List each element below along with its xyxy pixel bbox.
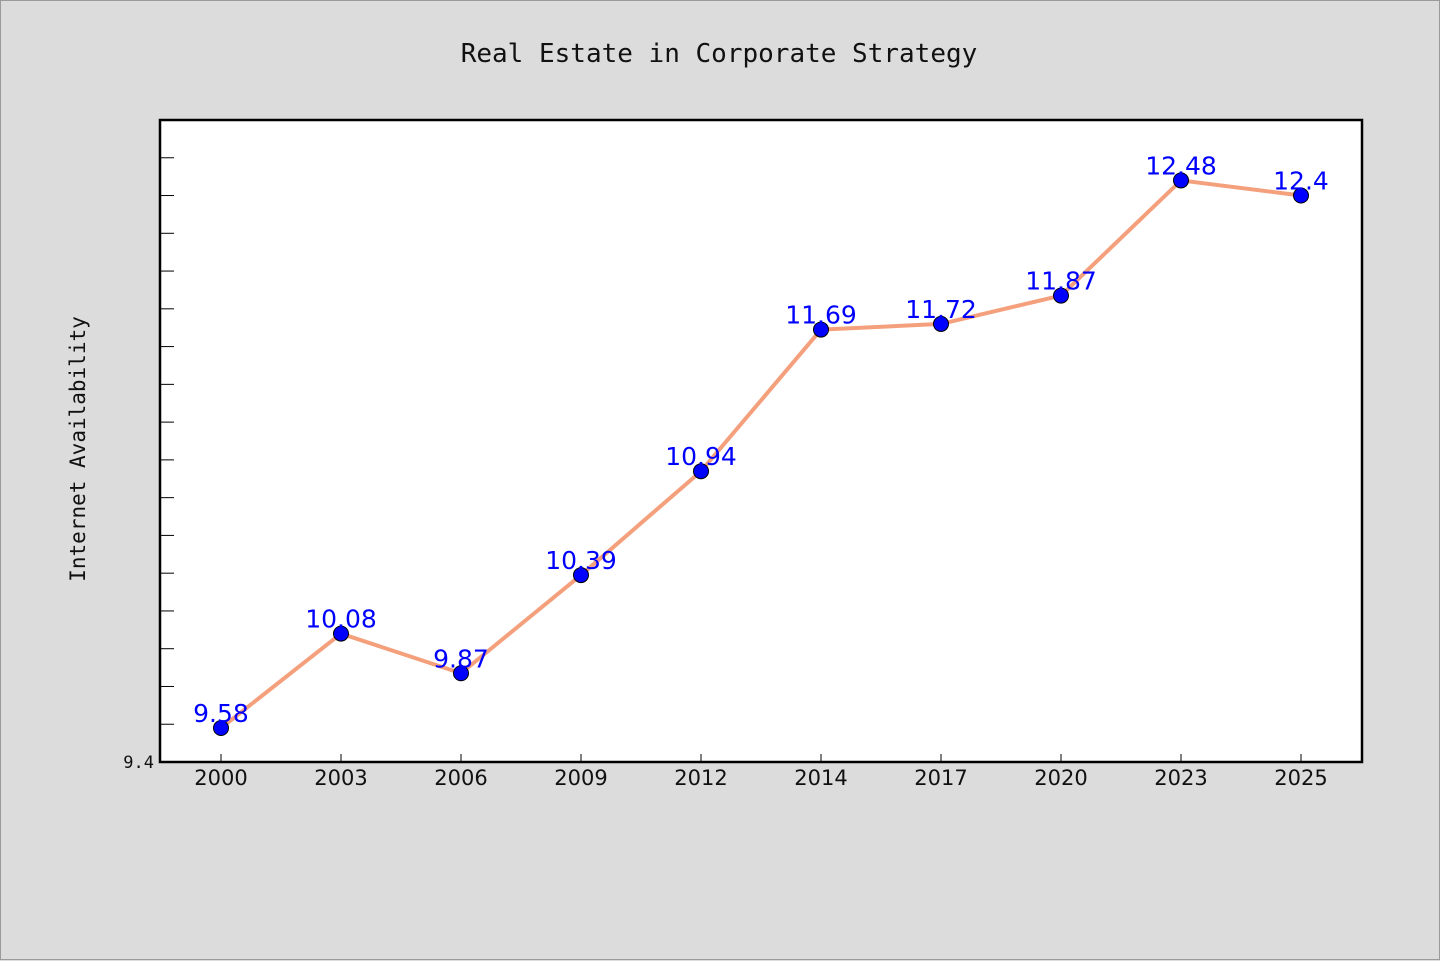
data-point — [1293, 187, 1309, 204]
data-label: 11.69 — [785, 301, 857, 330]
x-tick-label: 2023 — [1154, 766, 1207, 790]
y-axis-label: Internet Availability — [66, 316, 90, 582]
data-point — [453, 665, 469, 682]
data-label: 11.72 — [905, 295, 977, 324]
data-point — [1053, 287, 1069, 304]
x-tick-label: 2003 — [314, 766, 367, 790]
x-tick-label: 2020 — [1034, 766, 1087, 790]
data-label: 12.48 — [1145, 151, 1217, 180]
chart-title: Real Estate in Corporate Strategy — [461, 39, 978, 69]
series-layer — [213, 172, 1309, 737]
axis-layer: 9.4 2000 2003 2006 2009 2012 2014 2017 2020 2023 2… — [123, 119, 1328, 790]
x-tick-label: 2006 — [434, 766, 487, 790]
data-point — [573, 567, 589, 584]
data-point — [213, 720, 229, 737]
data-point — [813, 321, 829, 338]
x-tick-label: 2017 — [914, 766, 967, 790]
x-tick-label: 2014 — [794, 766, 847, 790]
data-point — [1173, 172, 1189, 189]
data-label: 10.39 — [545, 546, 617, 575]
x-tick-label: 2012 — [674, 766, 727, 790]
data-label: 9.58 — [193, 699, 249, 728]
x-tick-label: 2009 — [554, 766, 607, 790]
data-label: 9.87 — [433, 644, 489, 673]
data-label-layer: 9.58 10.08 9.87 10.39 10.94 11.69 11.72 11.87 12… — [193, 151, 1329, 728]
data-point — [333, 625, 349, 642]
data-label: 11.87 — [1025, 267, 1097, 296]
series-line — [219, 178, 1302, 730]
x-tick-label: 2000 — [194, 766, 247, 790]
x-tick-label: 2025 — [1274, 766, 1327, 790]
data-label: 12.4 — [1273, 167, 1329, 196]
data-label: 10.08 — [305, 605, 377, 634]
plot-area — [158, 118, 1364, 764]
data-point — [693, 463, 709, 480]
data-label: 10.94 — [665, 442, 737, 471]
data-point — [933, 315, 949, 332]
y-tick-label: 9.4 — [123, 753, 154, 773]
